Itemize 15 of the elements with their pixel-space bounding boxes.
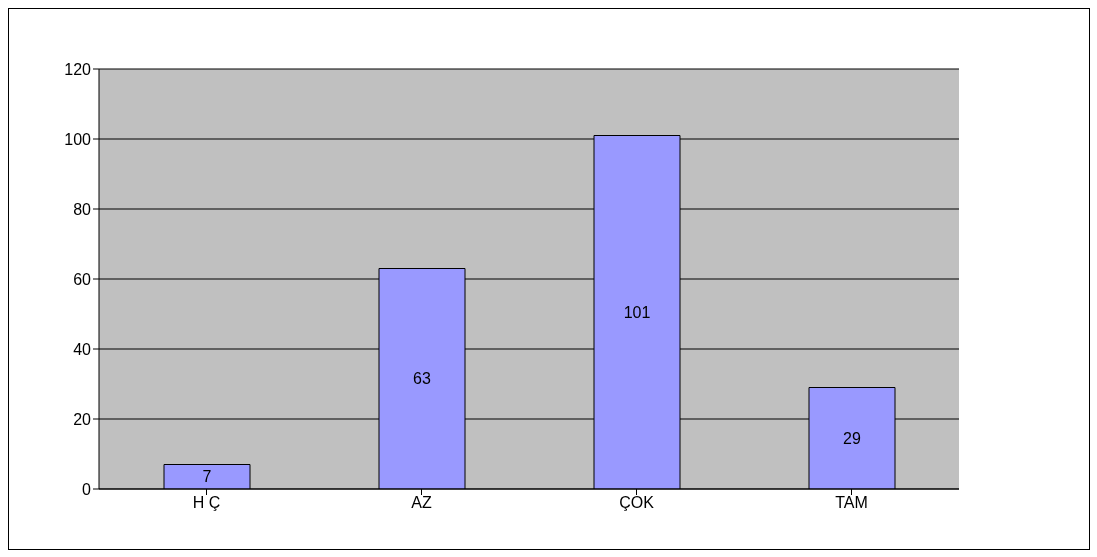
x-tick-label: TAM <box>835 494 868 512</box>
y-tick-label: 80 <box>73 200 92 218</box>
y-tick-label: 60 <box>73 270 92 288</box>
y-tick-label: 0 <box>82 480 92 498</box>
y-tick-label: 120 <box>64 60 92 78</box>
x-tick-label: H Ç <box>192 494 221 512</box>
y-tick-label: 100 <box>64 130 92 148</box>
data-label: 29 <box>843 429 861 447</box>
data-label: 101 <box>623 303 651 321</box>
x-tick-label: ÇOK <box>619 494 655 512</box>
y-tick-label: 20 <box>73 410 92 428</box>
data-label: 63 <box>413 370 431 388</box>
x-tick-label: AZ <box>411 494 432 512</box>
data-label: 7 <box>202 468 212 486</box>
y-tick-label: 40 <box>73 340 92 358</box>
